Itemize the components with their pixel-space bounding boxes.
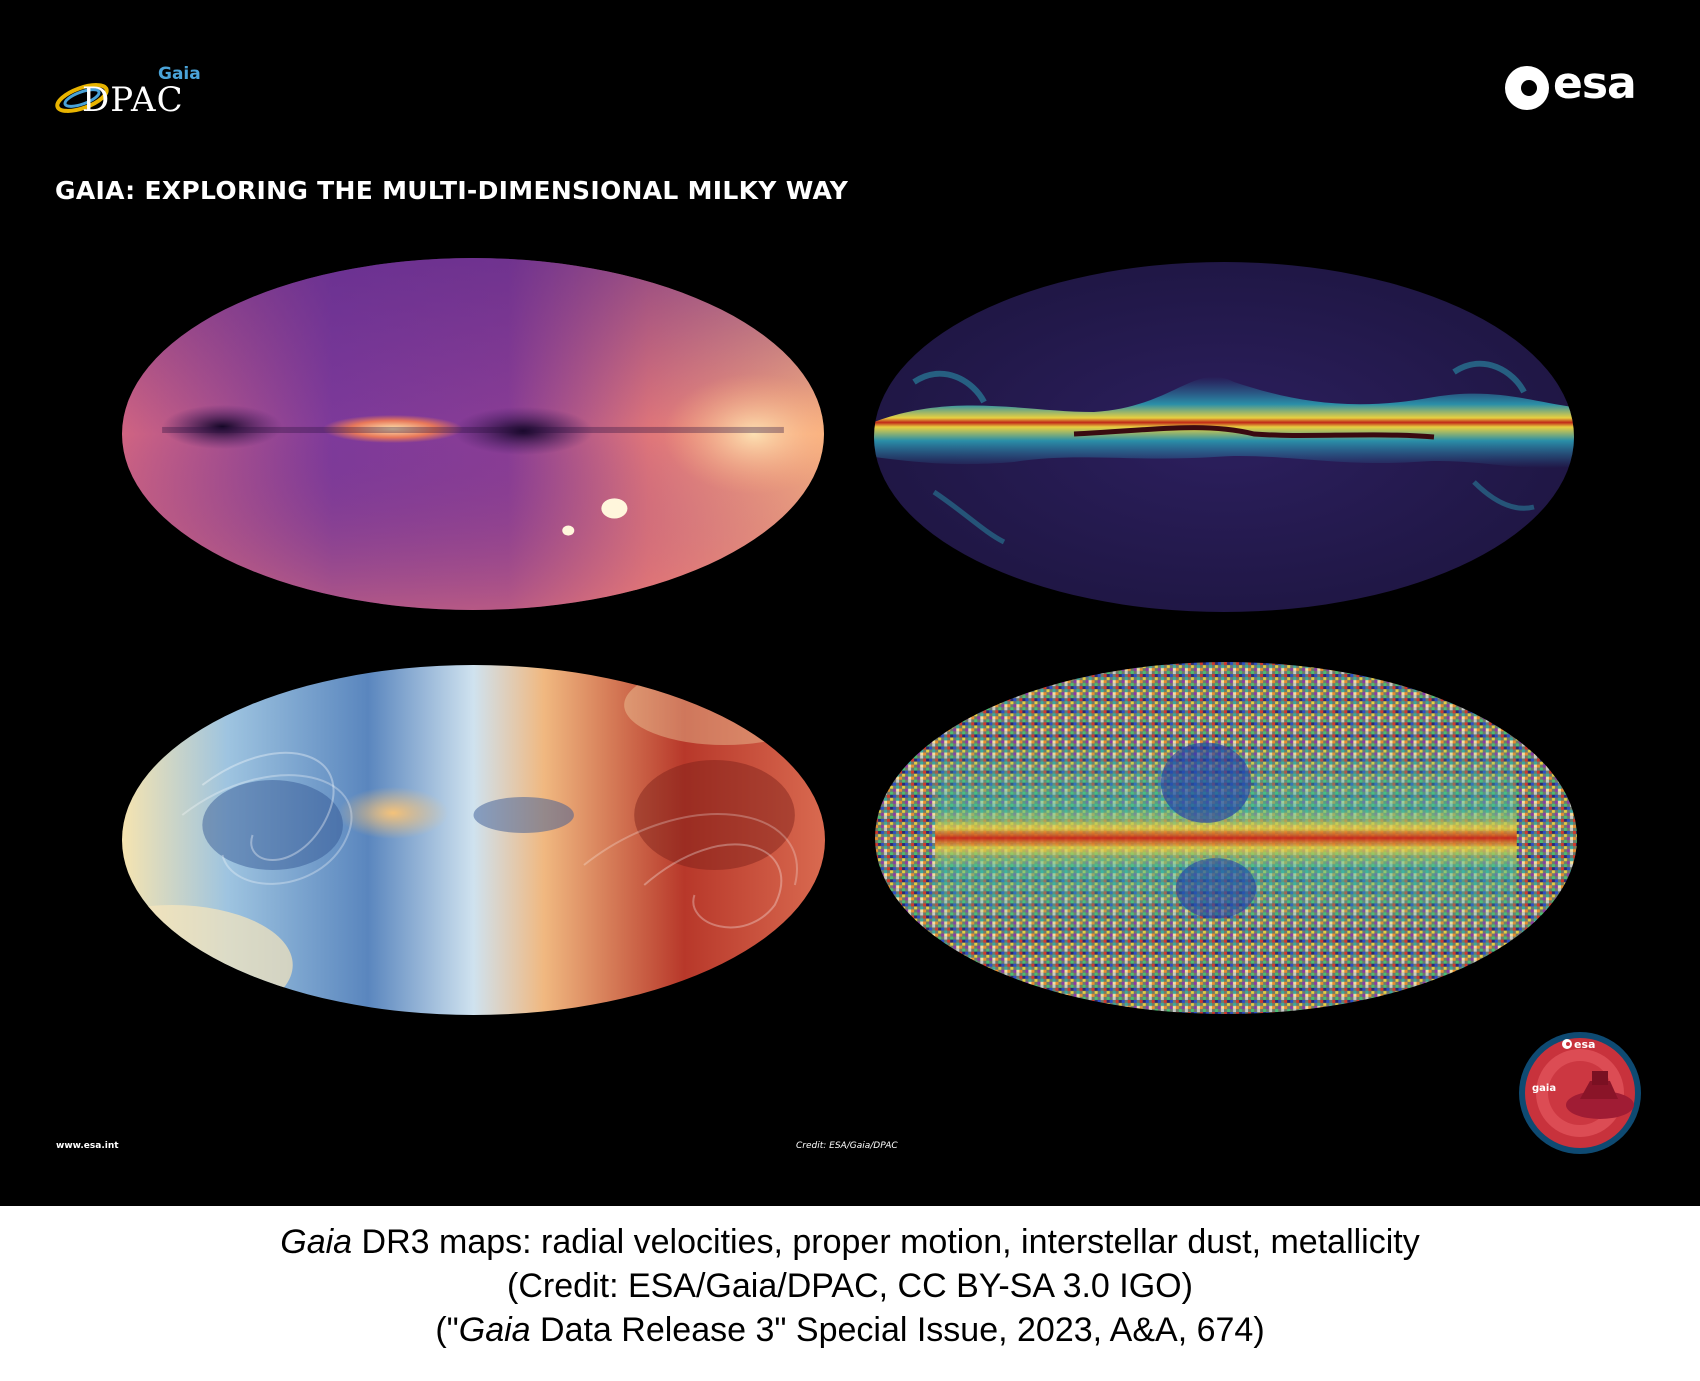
esa-label: esa	[1553, 58, 1637, 109]
caption-gaia-italic-2: Gaia	[458, 1311, 531, 1349]
interstellar-dust-map	[874, 262, 1574, 612]
caption-line-1-text: DR3 maps: radial velocities, proper moti…	[352, 1223, 1420, 1261]
radial-velocity-map	[122, 258, 824, 610]
gaia-mission-badge: esa gaia	[1519, 1032, 1641, 1154]
poster-credit: Credit: ESA/Gaia/DPAC	[796, 1141, 898, 1151]
metallicity-map	[875, 662, 1577, 1014]
badge-gaia-label: gaia	[1532, 1083, 1556, 1094]
badge-esa-label: esa	[1574, 1038, 1595, 1051]
esa-url: www.esa.int	[56, 1141, 119, 1151]
caption-line-3-text: Data Release 3" Special Issue, 2023, A&A…	[530, 1311, 1265, 1349]
poster-title: GAIA: EXPLORING THE MULTI-DIMENSIONAL MI…	[55, 176, 849, 205]
caption-line-3-prefix: ("	[435, 1311, 459, 1349]
dpac-label: DPAC	[82, 80, 184, 120]
gaia-dpac-logo: Gaia DPAC	[52, 64, 201, 124]
caption-gaia-italic-1: Gaia	[280, 1223, 353, 1261]
caption-line-3: ("Gaia Data Release 3" Special Issue, 20…	[0, 1308, 1700, 1352]
caption-line-1: Gaia DR3 maps: radial velocities, proper…	[0, 1220, 1700, 1264]
proper-motion-map	[122, 665, 825, 1015]
caption-line-2: (Credit: ESA/Gaia/DPAC, CC BY-SA 3.0 IGO…	[507, 1267, 1193, 1305]
poster: Gaia DPAC esa GAIA: EXPLORING THE MULTI-…	[0, 0, 1700, 1206]
caption: Gaia DR3 maps: radial velocities, proper…	[0, 1220, 1700, 1352]
esa-dot-icon	[1505, 66, 1549, 110]
dpac-swoosh-icon	[55, 83, 109, 113]
esa-logo: esa	[1505, 58, 1645, 112]
dpac-gaia-label: Gaia	[158, 64, 201, 84]
